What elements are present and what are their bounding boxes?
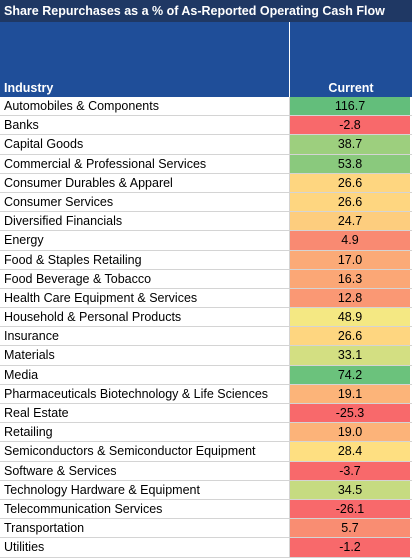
industry-cell: Transportation xyxy=(0,519,290,538)
industry-cell: Automobiles & Components xyxy=(0,97,290,116)
table-row: Food Beverage & Tobacco 16.3 xyxy=(0,269,412,289)
header-cell: Industry xyxy=(0,22,290,97)
industry-cell: Semiconductors & Semiconductor Equipment xyxy=(0,442,290,461)
industry-cell: Health Care Equipment & Services xyxy=(0,288,290,308)
industry-cell: Utilities xyxy=(0,538,290,557)
value-cell: 5.7 xyxy=(290,519,410,538)
value-cell: -2.8 xyxy=(290,116,410,135)
table-row: Insurance 26.6 xyxy=(0,327,412,347)
value-cell: -3.7 xyxy=(290,461,410,480)
table-row: Automobiles & Components 116.7 xyxy=(0,97,412,117)
industry-cell: Retailing xyxy=(0,423,290,442)
industry-cell: Energy xyxy=(0,231,290,250)
industry-cell: Media xyxy=(0,365,290,384)
value-cell: 4.9 xyxy=(290,231,410,250)
industry-cell: Food & Staples Retailing xyxy=(0,250,290,269)
table-row: Materials 33.1 xyxy=(0,346,412,366)
value-cell: 34.5 xyxy=(290,480,410,499)
industry-cell: Insurance xyxy=(0,327,290,346)
value-cell: 17.0 xyxy=(290,250,410,269)
value-cell: 38.7 xyxy=(290,135,410,154)
value-cell: 53.8 xyxy=(290,154,410,173)
value-cell: 16.3 xyxy=(290,269,410,288)
value-cell: -25.3 xyxy=(290,404,410,423)
header-row: Industry Current xyxy=(0,22,412,97)
industry-cell: Pharmaceuticals Biotechnology & Life Sci… xyxy=(0,384,290,403)
table-row: Retailing 19.0 xyxy=(0,423,412,443)
industry-cell: Capital Goods xyxy=(0,135,290,154)
table-row: Health Care Equipment & Services 12.8 xyxy=(0,288,412,309)
value-cell: 19.0 xyxy=(290,423,410,442)
table-row: Commercial & Professional Services 53.8 xyxy=(0,154,412,174)
industry-cell: Commercial & Professional Services xyxy=(0,154,290,173)
value-cell: 26.6 xyxy=(290,173,410,192)
industry-cell: Software & Services xyxy=(0,461,290,480)
value-cell: 19.1 xyxy=(290,384,410,403)
value-cell: 24.7 xyxy=(290,212,410,231)
industry-cell: Real Estate xyxy=(0,404,290,423)
industry-cell: Telecommunication Services xyxy=(0,499,290,519)
value-cell: 28.4 xyxy=(290,442,410,461)
table-row: Capital Goods 38.7 xyxy=(0,135,412,155)
table-row: Consumer Services 26.6 xyxy=(0,192,412,213)
table-row: Technology Hardware & Equipment 34.5 xyxy=(0,480,412,500)
industry-cell: Consumer Durables & Apparel xyxy=(0,173,290,192)
industry-cell: Materials xyxy=(0,346,290,365)
value-cell: 12.8 xyxy=(290,288,410,308)
value-cell: 33.1 xyxy=(290,346,410,365)
table-title: Share Repurchases as a % of As-Reported … xyxy=(0,0,412,22)
table-row: Real Estate -25.3 xyxy=(0,404,412,424)
value-cell: -26.1 xyxy=(290,499,410,519)
table-row: Transportation 5.7 xyxy=(0,519,412,539)
value-cell: 116.7 xyxy=(290,97,410,116)
table-row: Semiconductors & Semiconductor Equipment… xyxy=(0,442,412,462)
table-row: Banks -2.8 xyxy=(0,116,412,136)
value-cell: -1.2 xyxy=(290,538,410,557)
table-row: Food & Staples Retailing 17.0 xyxy=(0,250,412,270)
industry-cell: Technology Hardware & Equipment xyxy=(0,480,290,499)
value-cell: 26.6 xyxy=(290,192,410,212)
table-row: Utilities -1.2 xyxy=(0,538,412,558)
value-cell: 48.9 xyxy=(290,308,410,327)
table-row: Energy 4.9 xyxy=(0,231,412,251)
industry-cell: Banks xyxy=(0,116,290,135)
table-row: Consumer Durables & Apparel 26.6 xyxy=(0,173,412,193)
table-row: Household & Personal Products 48.9 xyxy=(0,308,412,328)
table-row: Software & Services -3.7 xyxy=(0,461,412,481)
table-row: Pharmaceuticals Biotechnology & Life Sci… xyxy=(0,384,412,404)
industry-cell: Household & Personal Products xyxy=(0,308,290,327)
table-row: Diversified Financials 24.7 xyxy=(0,212,412,232)
industry-cell: Diversified Financials xyxy=(0,212,290,231)
table-row: Telecommunication Services -26.1 xyxy=(0,499,412,520)
industry-cell: Consumer Services xyxy=(0,192,290,212)
header-cell: Current xyxy=(328,81,374,95)
value-cell: 74.2 xyxy=(290,365,410,384)
value-cell: 26.6 xyxy=(290,327,410,346)
table-body: Automobiles & Components 116.7 Banks -2.8 Ca… xyxy=(0,97,412,558)
industry-cell: Food Beverage & Tobacco xyxy=(0,269,290,288)
table-row: Media 74.2 xyxy=(0,365,412,385)
